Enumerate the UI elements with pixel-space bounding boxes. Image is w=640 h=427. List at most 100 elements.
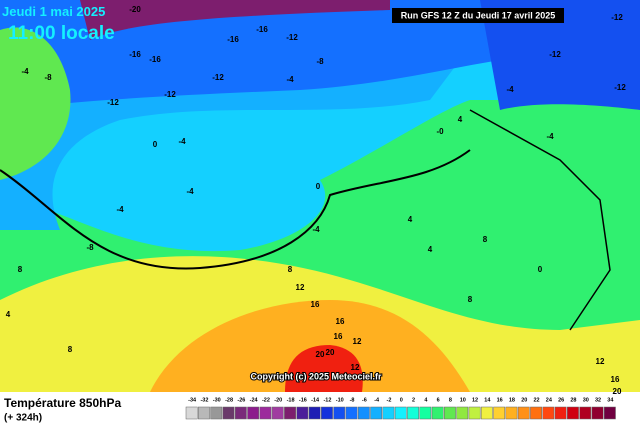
contour-label: -12 [164,90,176,99]
scale-label: 0 [400,397,403,403]
scale-swatch [468,406,481,420]
red-zone [285,345,363,392]
scale-swatch [567,406,579,420]
scale-label: -32 [200,397,208,403]
contour-label: 12 [596,357,605,366]
scale-swatch [321,406,333,420]
scale-label: -34 [188,397,197,403]
greenland-west [0,27,71,180]
scale-swatch [456,406,469,420]
scale-label: 14 [484,397,491,403]
scale-swatch [505,406,518,420]
scale-swatch [308,406,321,420]
footer-title: Température 850hPa [4,396,121,410]
contour-label: -4 [178,137,186,146]
scale-swatch [382,406,395,420]
scale-label: -10 [336,397,344,403]
run-box [392,8,564,23]
scale-swatch [370,406,383,420]
contour-label: -16 [149,55,161,64]
contour-label: 20 [316,350,325,359]
scale-label: -22 [262,397,270,403]
contour-label: -4 [546,132,554,141]
contour-label: 0 [153,140,158,149]
contour-label: 20 [613,387,622,396]
contour-label: 0 [316,182,321,191]
scale-label: -14 [311,397,320,403]
scale-label: 34 [607,397,614,403]
scale-label: -24 [250,397,259,403]
scale-label: -28 [225,397,233,403]
contour-label: -8 [44,73,52,82]
scale-label: 6 [437,397,440,403]
scale-swatch [259,406,272,420]
contour-label: 16 [311,300,320,309]
contour-label: -12 [614,83,626,92]
scale-swatch [210,406,223,420]
contour-label: -12 [212,73,224,82]
contour-label: 16 [334,332,343,341]
scale-swatch [284,406,296,420]
scale-swatch [185,406,198,420]
contour-label: -12 [611,13,623,22]
scale-label: -12 [323,397,331,403]
scale-label: 10 [460,397,466,403]
contour-label: -16 [227,35,239,44]
contour-label: 0 [538,265,543,274]
contour-label: -4 [186,187,194,196]
scale-swatch [431,406,444,420]
contour-label: -8 [86,243,94,252]
date: Jeudi 1 mai 2025 [2,4,105,19]
scale-swatch [603,406,616,420]
scale-label: -2 [387,397,392,403]
scale-label: 30 [583,397,589,403]
scale-label: -8 [350,397,355,403]
scale-label: -20 [274,397,282,403]
scale-label: 28 [570,397,576,403]
scale-swatch [493,406,506,420]
scale-swatch [591,406,604,420]
time-label: 11:00 locale [8,23,115,44]
scale-label: 18 [509,397,515,403]
contour-label: 12 [353,337,362,346]
scale-swatch [296,406,309,420]
scale-label: 2 [412,397,415,403]
contour-label: -4 [312,225,320,234]
contour-label: -4 [506,85,514,94]
scale-swatch [444,406,456,420]
contour-label: -16 [256,25,268,34]
scale-swatch [517,406,530,420]
contour-label: -20 [129,5,141,14]
run-info: Run GFS 12 Z du Jeudi 17 avril 2025 [401,10,556,20]
scale-label: -26 [237,397,245,403]
scale-label: 4 [424,397,428,403]
scale-swatch [554,406,567,420]
contour-label: -12 [549,50,561,59]
blue-ne [480,0,640,110]
contour-label: 16 [336,317,345,326]
scale-label: -4 [374,397,380,403]
contour-label: 12 [351,363,360,372]
scale-label: -16 [299,397,307,403]
footer-lead: (+ 324h) [4,413,42,424]
light-blue-zone [0,60,460,230]
scale-swatch [407,406,419,420]
scale-label: -18 [287,397,295,403]
scale-swatch [530,406,542,420]
scale-swatch [357,406,370,420]
scale-label: -6 [362,397,367,403]
scale-swatch [198,406,210,420]
zero-contour [0,149,471,270]
cold-core [80,0,390,40]
contour-label: -12 [107,98,119,107]
scale-swatch [271,406,284,420]
scale-swatch [247,406,260,420]
contour-label: -0 [436,127,444,136]
contour-label: -4 [116,205,124,214]
contour-label: 8 [483,235,488,244]
scale-label: 32 [595,397,601,403]
scale-label: 24 [546,397,553,403]
contour-label: 8 [18,265,23,274]
contour-label: 4 [458,115,463,124]
